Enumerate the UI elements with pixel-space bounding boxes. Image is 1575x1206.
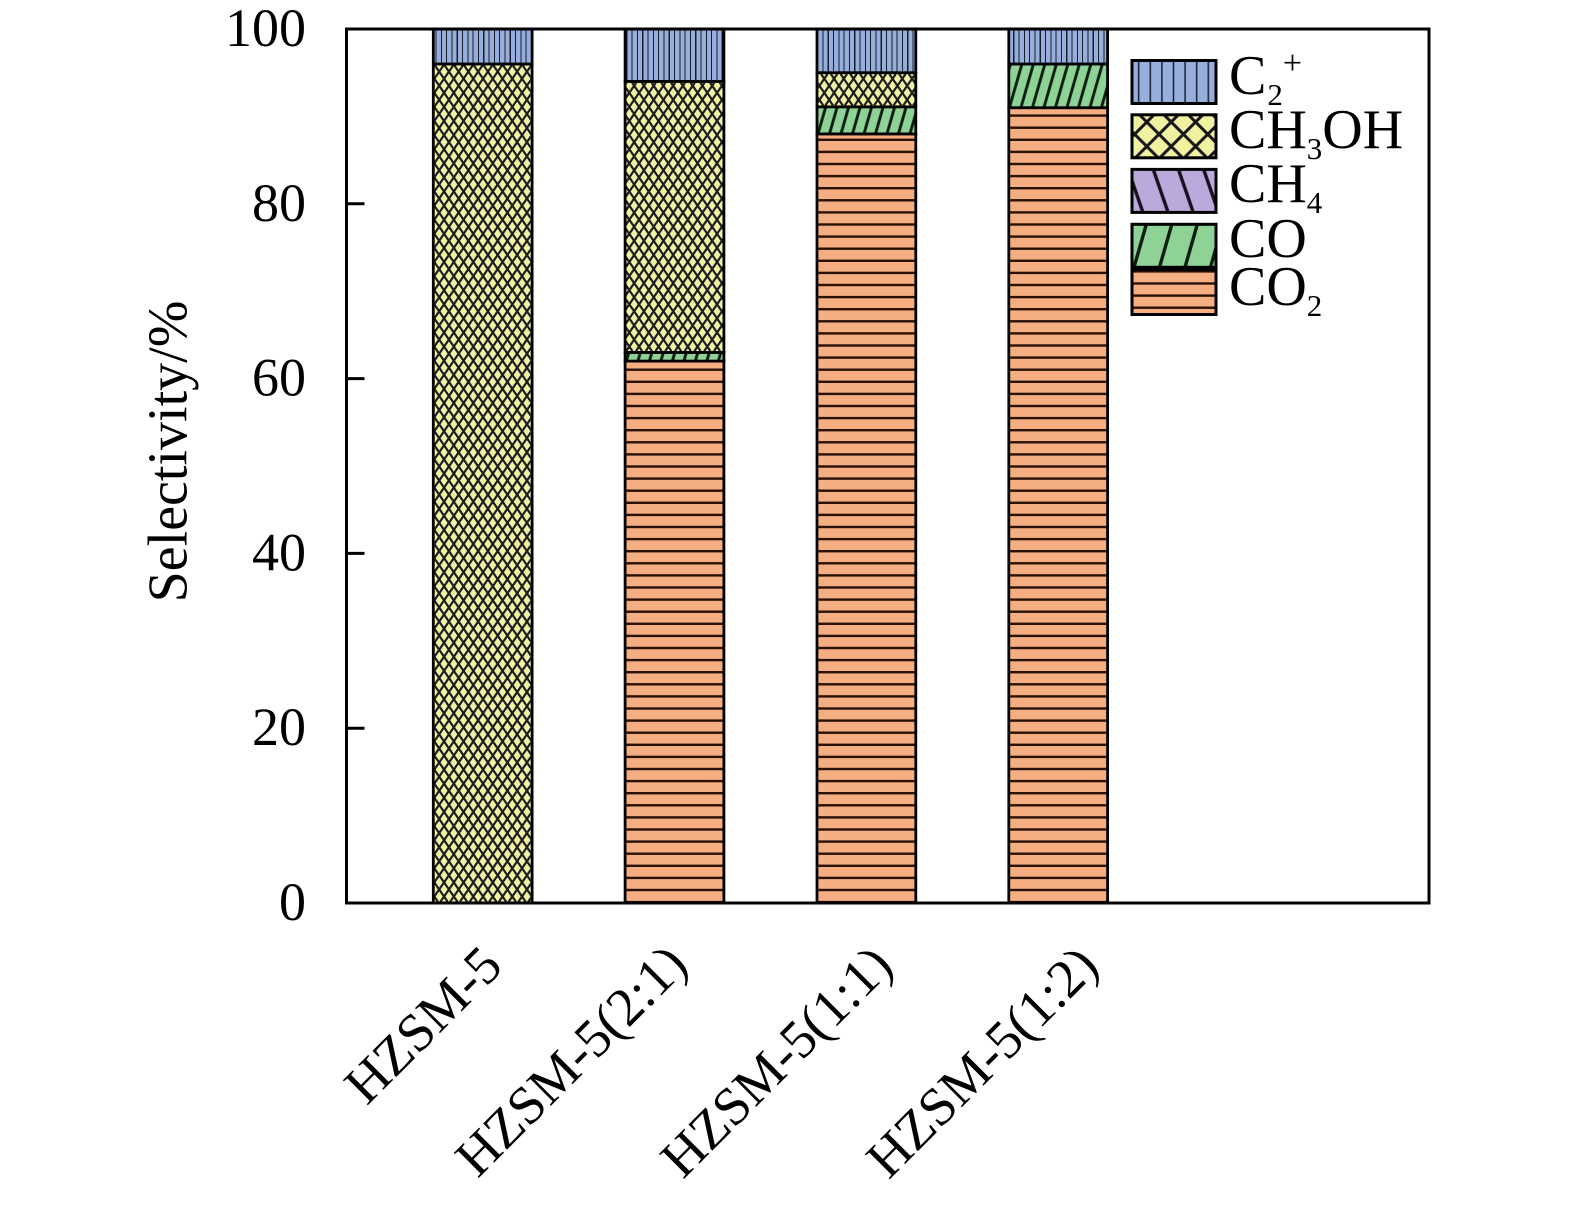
svg-text:40: 40 — [252, 522, 306, 582]
svg-text:CO2: CO2 — [1229, 256, 1322, 323]
svg-text:60: 60 — [252, 348, 306, 408]
svg-text:HZSM-5: HZSM-5 — [333, 935, 513, 1115]
svg-text:CH4: CH4 — [1229, 153, 1323, 220]
svg-text:80: 80 — [252, 173, 306, 233]
svg-text:Selectivity/%: Selectivity/% — [138, 301, 200, 603]
svg-text:20: 20 — [252, 697, 306, 757]
svg-text:CO: CO — [1229, 208, 1307, 270]
svg-text:0: 0 — [279, 872, 306, 932]
svg-text:100: 100 — [225, 0, 306, 58]
